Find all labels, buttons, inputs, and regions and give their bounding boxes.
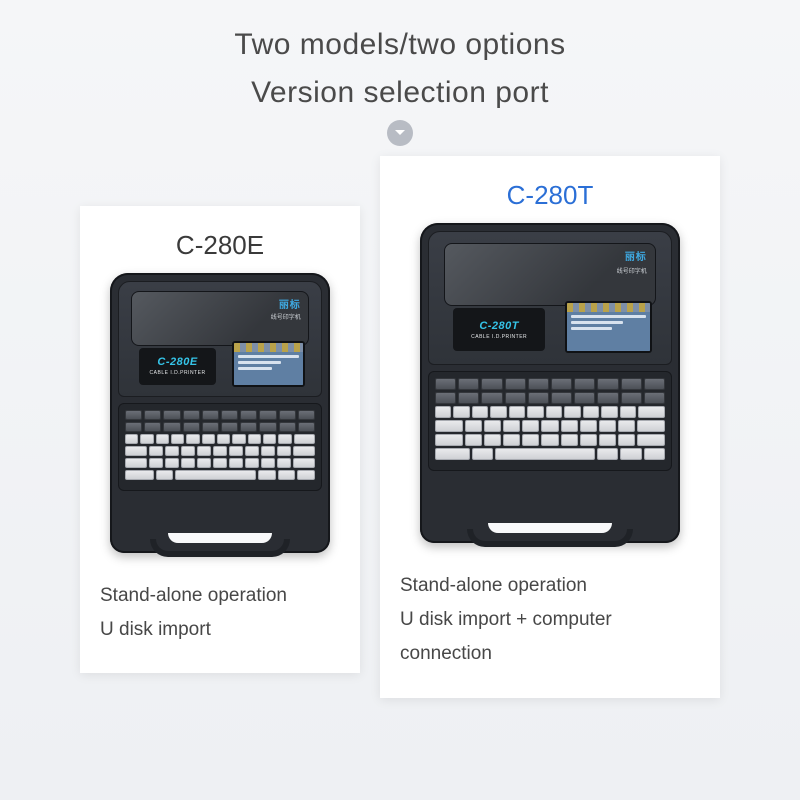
- device-keyboard: [118, 403, 322, 491]
- model-desc-left: Stand-alone operation U disk import: [100, 579, 287, 647]
- device-upper: 丽标 线号印字机 C-280E CABLE I.D.PRINTER: [118, 281, 322, 397]
- desc-line: Stand-alone operation: [100, 579, 287, 613]
- plate-model: C-280T: [479, 320, 519, 332]
- device-brand: 丽标: [279, 296, 301, 311]
- device-label-plate: C-280T CABLE I.D.PRINTER: [453, 308, 545, 350]
- title-line2: Version selection port: [0, 76, 800, 110]
- desc-line: U disk import: [100, 613, 287, 647]
- header: Two models/two options Version selection…: [0, 0, 800, 146]
- model-card-c280e: C-280E 丽标 线号印字机 C-280E CABLE I.D.PRINTER: [80, 206, 360, 673]
- device-brand-sub: 线号印字机: [617, 266, 647, 275]
- plate-sub: CABLE I.D.PRINTER: [471, 334, 527, 340]
- model-name-left: C-280E: [176, 230, 264, 261]
- device-handle: [467, 529, 633, 547]
- plate-model: C-280E: [157, 356, 197, 368]
- desc-line: U disk import + computer connection: [400, 603, 700, 671]
- title-line1: Two models/two options: [0, 28, 800, 62]
- desc-line: Stand-alone operation: [400, 569, 700, 603]
- device-screen: [232, 341, 305, 387]
- device-label-plate: C-280E CABLE I.D.PRINTER: [139, 348, 216, 385]
- device-keyboard: [428, 371, 672, 471]
- model-name-right: C-280T: [507, 180, 594, 211]
- model-desc-right: Stand-alone operation U disk import + co…: [400, 569, 700, 672]
- device-brand: 丽标: [625, 248, 647, 263]
- device-illustration-c280t: 丽标 线号印字机 C-280T CABLE I.D.PRINTER: [420, 223, 680, 543]
- device-brand-sub: 线号印字机: [271, 312, 301, 321]
- model-cards: C-280E 丽标 线号印字机 C-280E CABLE I.D.PRINTER: [0, 156, 800, 698]
- chevron-down-icon: [387, 120, 413, 146]
- model-card-c280t: C-280T 丽标 线号印字机 C-280T CABLE I.D.PRINTER: [380, 156, 720, 698]
- device-upper: 丽标 线号印字机 C-280T CABLE I.D.PRINTER: [428, 231, 672, 365]
- device-screen: [565, 301, 652, 354]
- device-illustration-c280e: 丽标 线号印字机 C-280E CABLE I.D.PRINTER: [110, 273, 330, 553]
- plate-sub: CABLE I.D.PRINTER: [150, 370, 206, 376]
- device-handle: [150, 539, 291, 557]
